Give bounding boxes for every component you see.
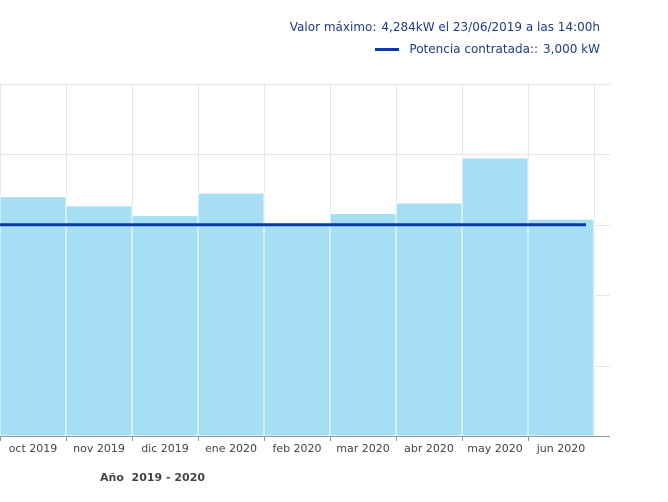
legend-max-text: 4,284kW el 23/06/2019 a las 14:00h <box>381 20 600 34</box>
x-axis-title: Año 2019 - 2020 <box>100 471 206 484</box>
legend-contract-value: 3,000 kW <box>543 42 600 56</box>
bar-nov-2019[interactable] <box>65 205 133 437</box>
x-tick-label: mar 2020 <box>336 442 389 455</box>
bar-feb-2020[interactable] <box>263 222 331 437</box>
x-tick-label: feb 2020 <box>272 442 321 455</box>
bar-jun-2020[interactable] <box>527 218 595 437</box>
x-tick-label: jun 2020 <box>536 442 586 455</box>
bar-oct-2019[interactable] <box>0 196 67 437</box>
x-tick-label: oct 2019 <box>9 442 58 455</box>
legend-contract-label: Potencia contratada:: <box>409 42 539 56</box>
bar-mar-2020[interactable] <box>329 213 397 437</box>
bar-ene-2020[interactable] <box>197 192 265 437</box>
x-tick-label: dic 2019 <box>141 442 189 455</box>
bar-dic-2019[interactable] <box>131 215 199 437</box>
bar-may-2020[interactable] <box>461 157 529 437</box>
x-tick-label: abr 2020 <box>404 442 454 455</box>
legend-max-label: Valor máximo: <box>289 20 377 34</box>
bar-abr-2020[interactable] <box>395 202 463 437</box>
x-tick-label: nov 2019 <box>73 442 125 455</box>
legend-max-value: Valor máximo: 4,284kW el 23/06/2019 a las… <box>290 20 600 34</box>
legend-contract-swatch <box>375 47 400 51</box>
x-tick-label: may 2020 <box>467 442 522 455</box>
legend-contract[interactable]: Potencia contratada:: 3,000 kW <box>375 42 600 56</box>
x-tick-label: ene 2020 <box>205 442 257 455</box>
